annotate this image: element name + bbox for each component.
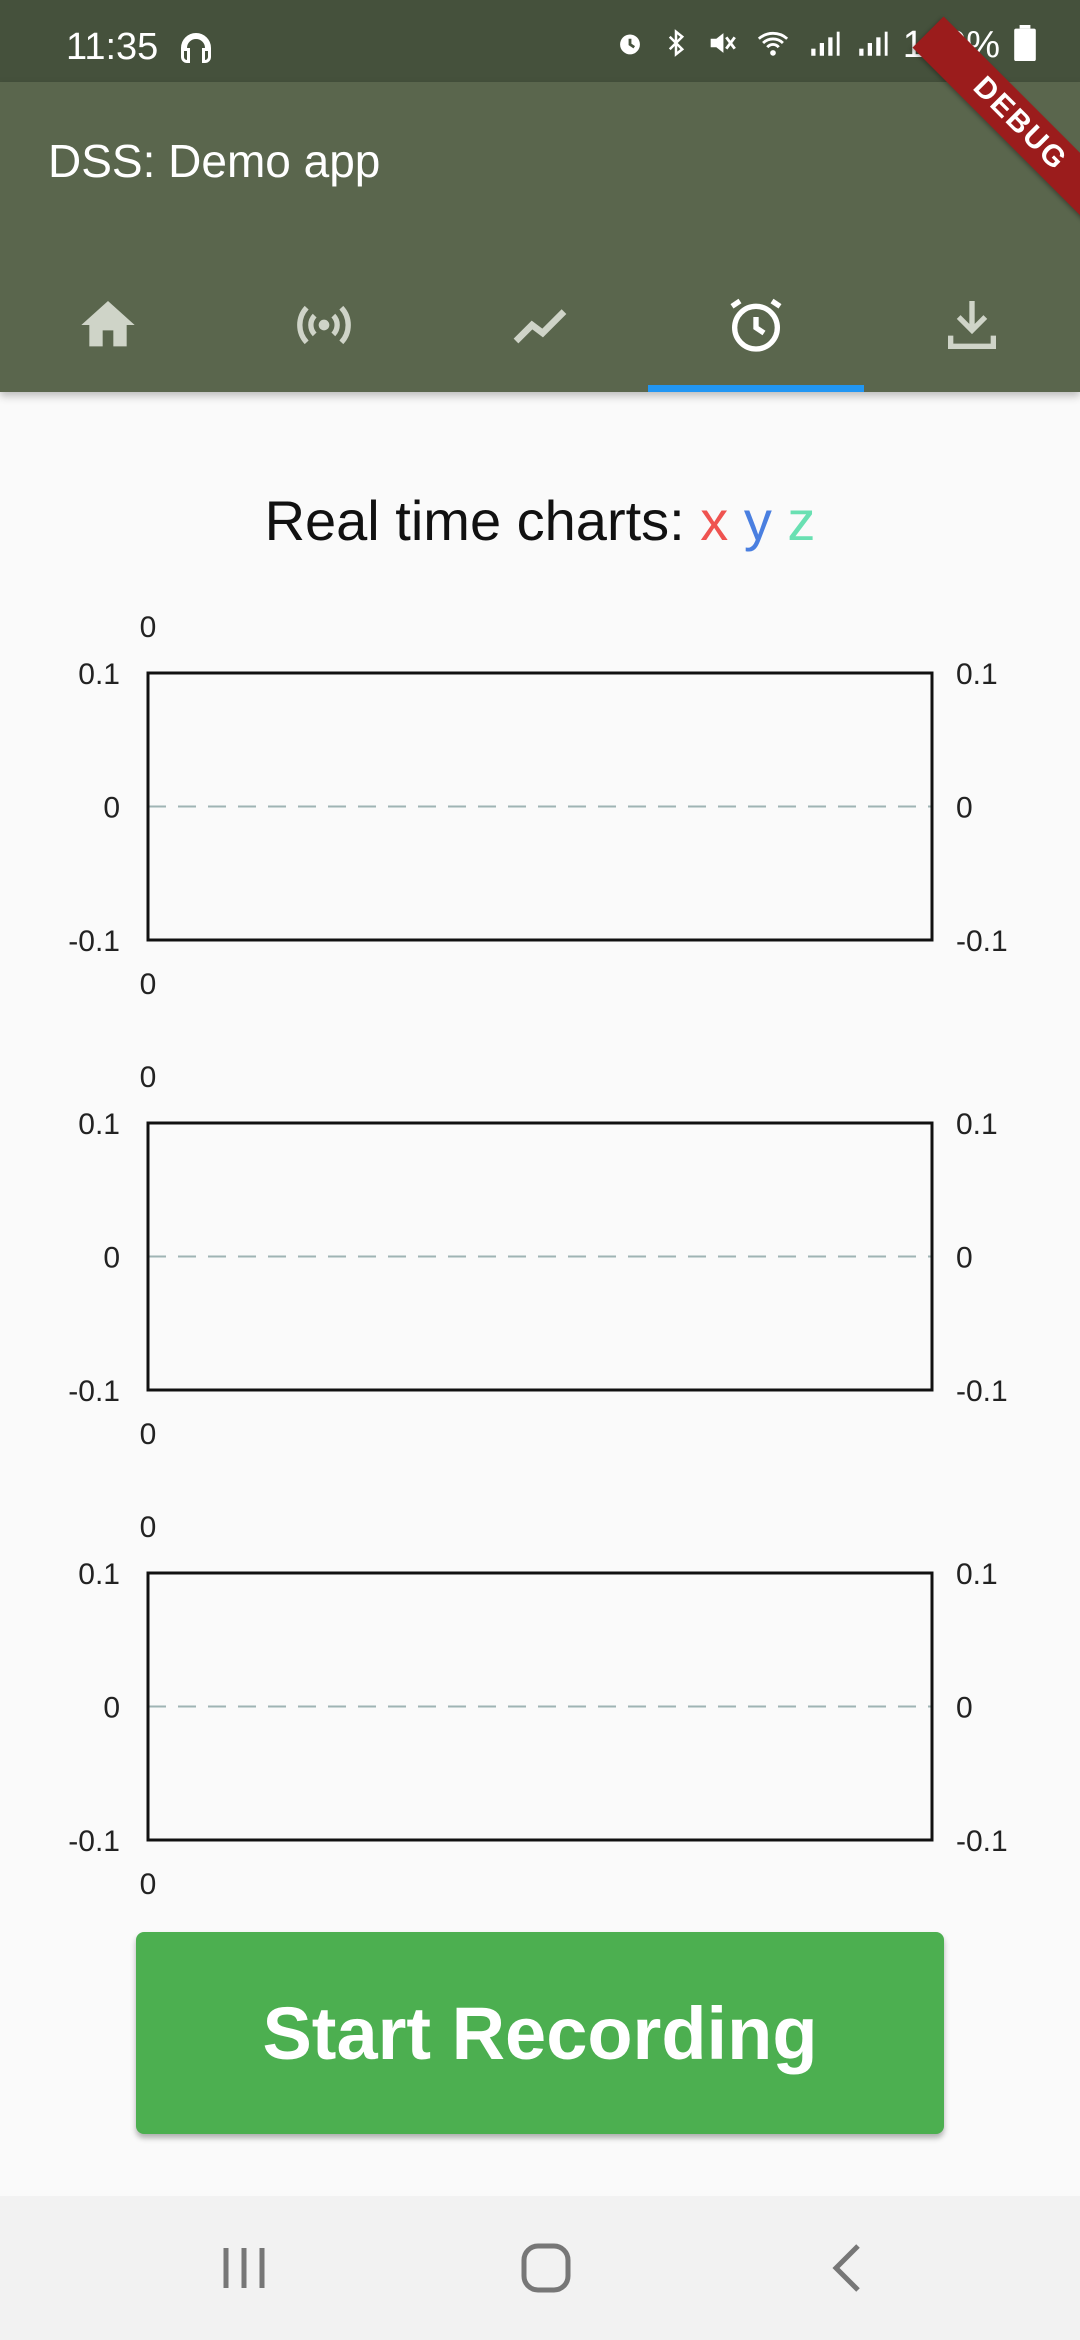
headphones-icon	[178, 30, 214, 71]
y-tick-left: 0.1	[78, 1558, 120, 1591]
charts-title-prefix: Real time charts:	[264, 489, 685, 552]
signal-icon	[807, 26, 841, 65]
x-tick-top: 0	[140, 1511, 157, 1544]
broadcast-icon	[297, 305, 351, 345]
legend-z: z	[787, 489, 816, 552]
y-tick-left: 0	[103, 1692, 120, 1725]
legend-y: y	[743, 489, 772, 552]
bluetooth-icon	[661, 26, 691, 65]
download-icon	[948, 301, 996, 349]
x-tick-bottom: 0	[140, 968, 157, 1000]
y-tick-right: -0.1	[956, 1375, 1008, 1408]
plot-frame	[146, 671, 934, 942]
y-tick-left: 0.1	[78, 658, 120, 691]
y-tick-right: 0	[956, 1692, 973, 1725]
signal-icon-2	[855, 26, 889, 65]
trend-line-icon	[513, 309, 567, 344]
tab-chart[interactable]	[432, 258, 648, 392]
y-tick-left: 0	[103, 1242, 120, 1275]
system-nav-bar	[0, 2196, 1080, 2340]
y-tick-right: -0.1	[956, 925, 1008, 958]
back-button[interactable]	[826, 2240, 870, 2301]
y-tick-right: 0.1	[956, 1108, 998, 1141]
x-tick-top: 0	[140, 611, 157, 644]
tab-broadcast[interactable]	[216, 258, 432, 392]
chart-3: 0.1 0.1 0 0 -0.1 -0.1 0 0	[0, 1500, 1080, 1900]
alarm-clock-icon	[730, 298, 782, 352]
legend-x: x	[700, 489, 729, 552]
chart-svg: 0.1 0.1 0 0 -0.1 -0.1 0 0	[68, 611, 1008, 1000]
plot-frame	[146, 1121, 934, 1392]
x-tick-bottom: 0	[140, 1418, 157, 1450]
battery-icon	[1014, 25, 1036, 66]
charts-title: Real time charts: x y z	[0, 488, 1080, 553]
y-tick-right: 0	[956, 792, 973, 825]
y-tick-right: 0.1	[956, 1558, 998, 1591]
y-tick-right: 0.1	[956, 658, 998, 691]
x-tick-bottom: 0	[140, 1868, 157, 1900]
y-tick-left: 0.1	[78, 1108, 120, 1141]
chart-svg: 0.1 0.1 0 0 -0.1 -0.1 0 0	[68, 1511, 1008, 1900]
chart-2: 0.1 0.1 0 0 -0.1 -0.1 0 0	[0, 1050, 1080, 1450]
chart-1: 0.1 0.1 0 0 -0.1 -0.1 0 0	[0, 600, 1080, 1000]
y-tick-right: 0	[956, 1242, 973, 1275]
plot-frame	[146, 1571, 934, 1842]
tab-home[interactable]	[0, 258, 216, 392]
start-recording-button[interactable]: Start Recording	[136, 1932, 944, 2134]
app-title: DSS: Demo app	[48, 135, 381, 187]
home-button[interactable]	[518, 2240, 574, 2301]
app-bar: DSS: Demo app DEBUG	[0, 16, 1080, 392]
home-icon	[81, 301, 135, 347]
wifi-icon	[753, 26, 793, 65]
x-tick-top: 0	[140, 1061, 157, 1094]
mute-icon	[705, 26, 739, 65]
tab-timer[interactable]	[648, 258, 864, 392]
y-tick-left: -0.1	[68, 1375, 120, 1408]
y-tick-left: 0	[103, 792, 120, 825]
recent-apps-button[interactable]	[218, 2240, 270, 2301]
y-tick-right: -0.1	[956, 1825, 1008, 1858]
status-time: 11:35	[66, 26, 159, 68]
y-tick-left: -0.1	[68, 925, 120, 958]
chart-svg: 0.1 0.1 0 0 -0.1 -0.1 0 0	[68, 1061, 1008, 1450]
alarm-icon	[613, 26, 647, 65]
tab-bar	[0, 258, 1080, 392]
tab-download[interactable]	[864, 258, 1080, 392]
y-tick-left: -0.1	[68, 1825, 120, 1858]
